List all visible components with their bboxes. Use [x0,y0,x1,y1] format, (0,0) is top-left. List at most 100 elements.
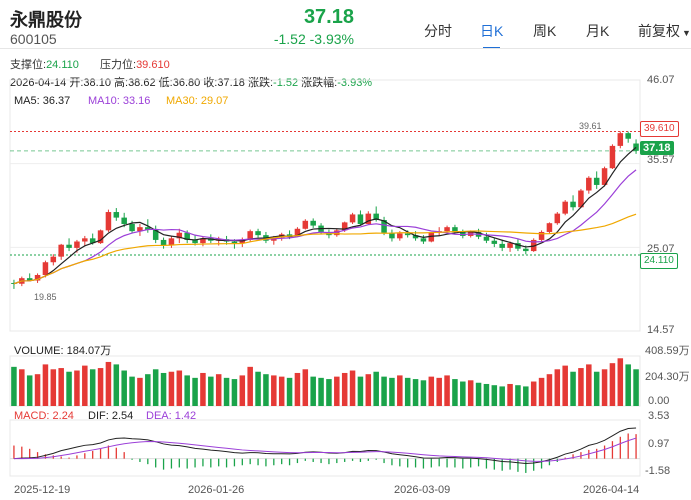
candle-body [145,227,151,230]
volume-bar [318,377,324,406]
volume-bar [373,371,379,406]
ma10-line [13,169,637,285]
candle-body [397,233,403,239]
candle-body [334,230,340,236]
ma5-legend: MA5: 36.37 [14,95,71,107]
volume-bar [436,377,442,406]
candle-body [554,213,561,224]
volume-bar [499,386,505,406]
adjustment-dropdown[interactable]: 前复权 ▼ [638,23,691,39]
volume-axis-mid: 204.30万 [645,371,690,383]
current-price-tag: 37.18 [640,141,674,155]
volume-bar [121,370,127,406]
volume-bar [168,371,175,406]
candle-body [428,232,435,242]
volume-bar [349,370,356,406]
volume-bar [578,368,584,406]
price-axis-bottom: 14.57 [647,324,675,336]
resistance-tag: 39.610 [640,121,679,137]
candle-body [625,133,631,139]
date-label-3: 2026-03-09 [394,484,451,496]
volume-bar [247,366,253,406]
volume-bar [176,370,183,406]
volume-bar [152,369,159,406]
volume-bar [82,365,88,406]
candle-body [137,227,143,232]
candle-body [412,235,419,239]
candle-body [113,212,120,218]
volume-bar [137,377,143,406]
candle-body [286,234,293,236]
volume-bar [397,375,403,406]
volume-bar [105,361,112,406]
candle-body [483,236,490,241]
candle-body [381,220,387,233]
candle-body [444,227,450,232]
candle-body [586,177,592,191]
volume-bar [389,377,395,406]
volume-bar [609,363,616,406]
volume-bar [357,376,364,406]
volume-bar [89,369,96,406]
price-panel-frame [9,79,641,332]
high-marker: 39.61 [579,121,602,131]
volume-bar [404,377,411,406]
candle-body [546,223,553,232]
candle-body [341,222,348,231]
macd-axis-mid: 0.97 [648,438,670,450]
volume-bar [507,383,513,406]
candle-body [523,248,529,252]
volume-bar [334,376,340,406]
volume-bar [326,379,332,406]
macd-axis-top: 3.53 [648,410,670,422]
candle-body [507,243,513,248]
volume-bar [184,375,190,406]
volume-bar [530,381,537,406]
candle-body [239,239,246,244]
candle-body [58,244,64,257]
tab-monthly-k[interactable]: 月K [586,23,610,39]
candle-body [538,231,545,240]
volume-bar [601,369,608,406]
candle-body [373,213,379,221]
change-percent: -3.93% [309,31,354,47]
volume-bar [546,374,553,406]
volume-bar [208,376,214,406]
candle-body [593,177,600,185]
tab-weekly-k[interactable]: 周K [533,23,557,39]
volume-bar [19,369,25,406]
resistance-level: 压力位:39.610 [100,59,170,71]
volume-bar [365,374,372,406]
volume-bar [515,385,521,406]
candle-body [420,238,427,242]
candle-body [562,201,568,214]
candle-body [184,232,190,240]
tab-intraday[interactable]: 分时 [424,23,452,39]
volume-bar [255,371,261,406]
candle-body [168,238,175,246]
header-divider [0,48,691,49]
volume-bar [593,371,600,406]
volume-bar [467,380,474,406]
volume-bar [617,358,624,406]
candle-body [452,227,458,232]
volume-bar [42,364,49,406]
candle-body [200,238,206,244]
volume-bar [145,374,151,406]
volume-bar [113,364,120,406]
volume-bar [452,379,458,406]
candle-body [389,232,395,239]
volume-bar [523,386,529,406]
volume-bar [192,377,198,406]
volume-bar [633,369,639,406]
candle-body [578,190,584,208]
candle-body [609,145,616,169]
volume-bar [11,366,17,406]
volume-bar [428,376,435,406]
date-label-1: 2025-12-19 [14,484,71,496]
candle-body [460,231,466,236]
volume-bar [310,376,316,406]
ma5-line [13,146,637,285]
volume-bar [97,368,104,406]
